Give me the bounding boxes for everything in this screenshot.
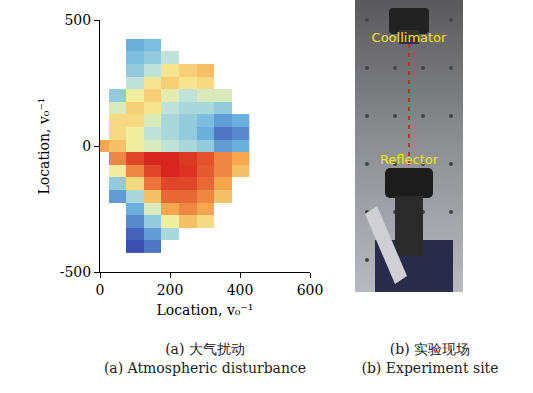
svg-text:400: 400 xyxy=(227,282,254,298)
svg-text:0: 0 xyxy=(96,282,105,298)
svg-text:Reflector: Reflector xyxy=(380,152,439,167)
svg-text:-500: -500 xyxy=(60,264,91,280)
svg-text:500: 500 xyxy=(64,12,91,28)
html-text:(b) 实验现场: (b) 实验现场 xyxy=(389,341,471,357)
svg-text:Location, v₀⁻¹: Location, v₀⁻¹ xyxy=(36,98,52,195)
svg-text:Coollimator: Coollimator xyxy=(372,30,448,45)
svg-text:200: 200 xyxy=(157,282,184,298)
svg-text:600: 600 xyxy=(297,282,324,298)
html-text:(a) Atmospheric disturbance: (a) Atmospheric disturbance xyxy=(103,360,307,376)
html-text:(a) 大气扰动: (a) 大气扰动 xyxy=(165,341,245,357)
svg-text:0: 0 xyxy=(82,138,91,154)
svg-text:Location, v₀⁻¹: Location, v₀⁻¹ xyxy=(157,302,254,318)
html-text:(b) Experiment site: (b) Experiment site xyxy=(361,360,499,376)
